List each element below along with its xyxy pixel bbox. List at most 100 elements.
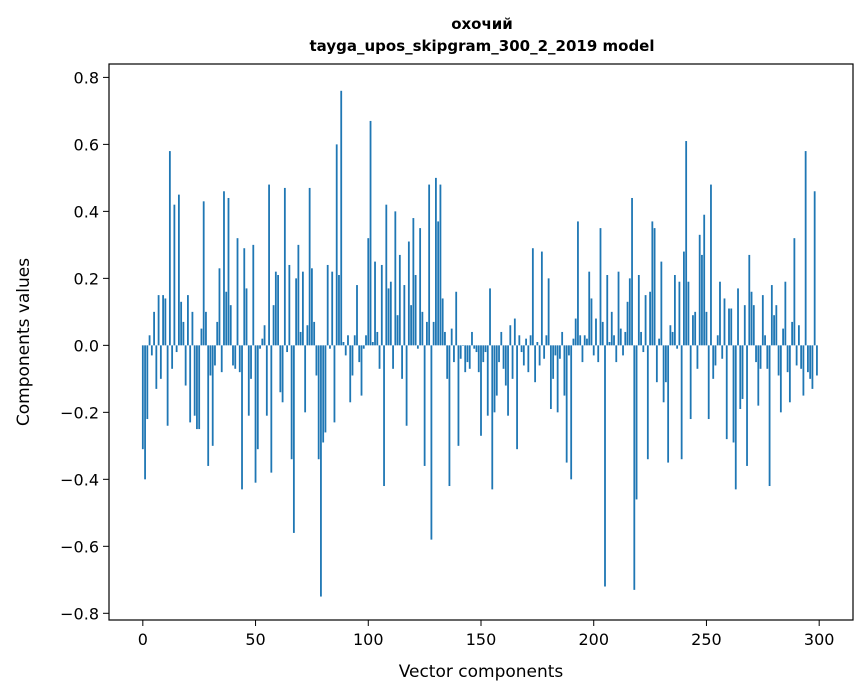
bar-67 [292,345,295,533]
bar-248 [701,254,703,346]
bar-130 [435,177,437,346]
bar-295 [807,345,809,373]
bar-124 [421,311,424,346]
bar-44 [241,345,243,490]
x-tick-label: 250 [691,630,722,649]
bar-198 [588,271,591,346]
bar-31 [211,345,214,446]
bar-179 [545,335,548,346]
bar-56 [268,184,270,346]
chart-title: охочий [451,15,513,33]
bar-73 [306,325,309,346]
bar-104 [376,331,379,346]
bar-14 [173,204,176,346]
bar-201 [595,318,597,346]
bar-12 [168,151,171,346]
bar-94 [353,335,356,346]
y-tick-label: 0.4 [74,202,99,221]
bar-92 [349,345,352,403]
bar-246 [696,345,699,369]
bar-271 [752,305,755,346]
bar-42 [236,238,239,346]
bar-272 [755,345,757,363]
bar-121 [414,275,417,346]
bar-101 [369,120,372,346]
bar-85 [333,345,336,423]
bar-212 [619,328,622,346]
bar-13 [171,345,174,369]
bar-33 [216,321,219,346]
bar-242 [687,281,690,346]
bar-257 [721,345,724,359]
bar-158 [498,345,500,363]
bar-119 [410,305,413,346]
bar-120 [412,218,415,346]
bar-38 [227,197,230,346]
bar-181 [549,345,552,409]
bar-228 [655,345,658,383]
bar-109 [387,288,390,346]
bar-206 [606,275,609,346]
bar-188 [565,345,568,463]
bar-160 [502,345,505,369]
bar-231 [662,345,665,403]
bar-284 [782,328,785,346]
bar-261 [730,308,733,346]
bar-8 [159,345,162,379]
bar-223 [644,295,647,346]
bar-32 [214,345,216,366]
bar-149 [477,345,480,373]
bar-128 [430,345,433,540]
bar-264 [737,288,739,346]
bar-58 [272,305,275,346]
bar-226 [651,221,654,346]
bar-178 [543,345,546,359]
bar-162 [507,345,509,416]
bar-115 [401,345,403,379]
bar-205 [604,345,606,587]
bar-59 [274,271,277,346]
bar-138 [453,345,455,363]
bar-17 [180,301,183,346]
bar-6 [155,345,158,389]
bar-174 [534,345,537,383]
bar-236 [673,275,676,346]
bar-224 [646,345,649,460]
bar-2 [146,345,149,420]
bar-20 [187,295,189,346]
bar-240 [683,251,685,346]
bar-126 [425,321,428,346]
bar-142 [462,345,464,346]
bar-211 [617,271,620,346]
bar-123 [419,228,422,346]
bar-227 [653,228,656,346]
bar-185 [559,345,561,359]
bar-63 [283,187,286,346]
bar-9 [162,295,165,346]
bar-141 [459,345,462,359]
y-tick-label: −0.4 [60,470,99,489]
bar-256 [719,281,721,346]
bar-99 [365,335,367,346]
bar-77 [315,345,318,376]
bar-51 [256,345,259,450]
bar-78 [317,345,320,460]
bar-125 [423,345,426,466]
bar-87 [338,275,340,346]
bar-89 [342,342,345,346]
bar-83 [329,345,331,349]
y-tick-label: −0.6 [60,537,99,556]
bar-88 [340,90,343,346]
bar-254 [714,345,717,366]
bar-100 [367,238,370,346]
bar-127 [428,184,431,346]
bar-176 [538,345,541,366]
bar-297 [811,345,814,389]
bar-111 [392,345,394,369]
bar-253 [712,345,715,379]
bar-266 [741,345,744,399]
bar-250 [705,311,708,346]
bar-10 [164,298,167,346]
bar-131 [437,221,440,346]
bar-207 [608,342,611,346]
